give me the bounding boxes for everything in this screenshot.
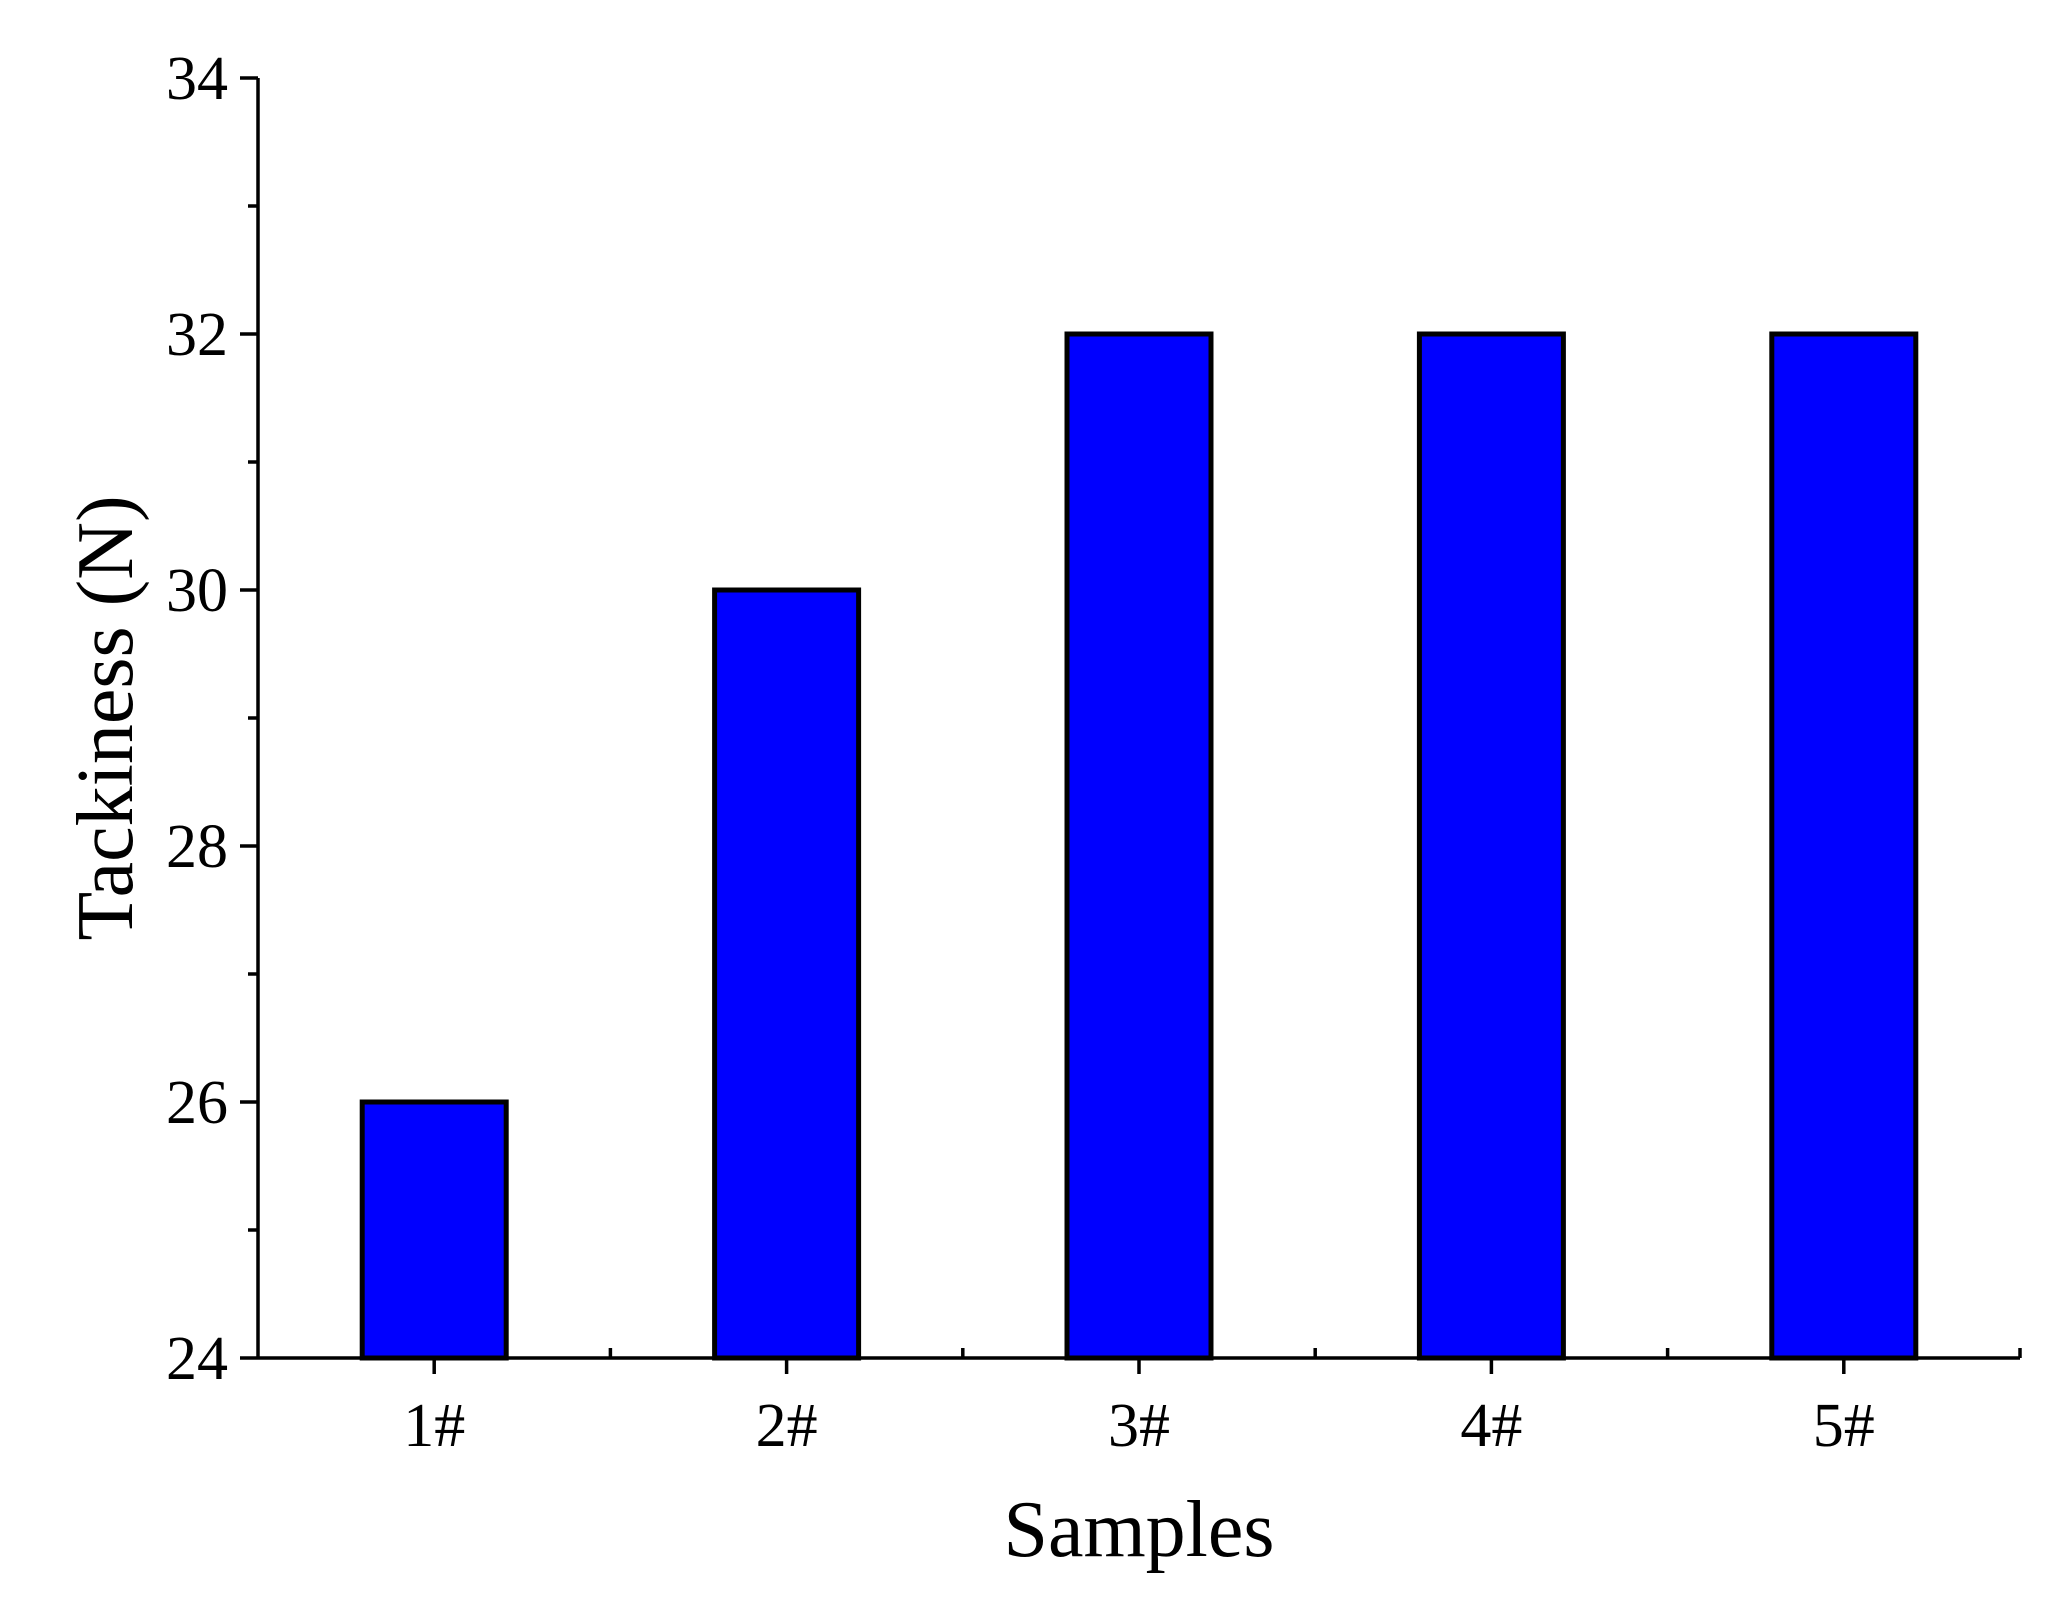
- x-tick-label: 5#: [1813, 1392, 1875, 1460]
- y-tick-label: 30: [166, 557, 228, 625]
- y-axis-title: Tackiness (N): [62, 495, 150, 940]
- bar-3: [1064, 331, 1214, 1361]
- y-tick-label: 34: [166, 45, 228, 113]
- y-tick-label: 26: [166, 1069, 228, 1137]
- bars-group: [359, 331, 1919, 1361]
- bar-5: [1769, 331, 1919, 1361]
- y-tick-label: 32: [166, 301, 228, 369]
- bar-2: [712, 587, 862, 1361]
- x-axis-title: Samples: [1003, 1486, 1274, 1574]
- bar-4: [1416, 331, 1566, 1361]
- x-tick-label: 2#: [756, 1392, 818, 1460]
- bar-1: [359, 1099, 509, 1361]
- y-tick-label: 24: [166, 1325, 228, 1393]
- x-tick-label: 4#: [1460, 1392, 1522, 1460]
- ticks-group: 24 26 28 30 32 34 1# 2# 3# 4# 5#: [166, 45, 2022, 1460]
- x-tick-label: 3#: [1108, 1392, 1170, 1460]
- x-tick-label: 1#: [403, 1392, 465, 1460]
- y-tick-label: 28: [166, 813, 228, 881]
